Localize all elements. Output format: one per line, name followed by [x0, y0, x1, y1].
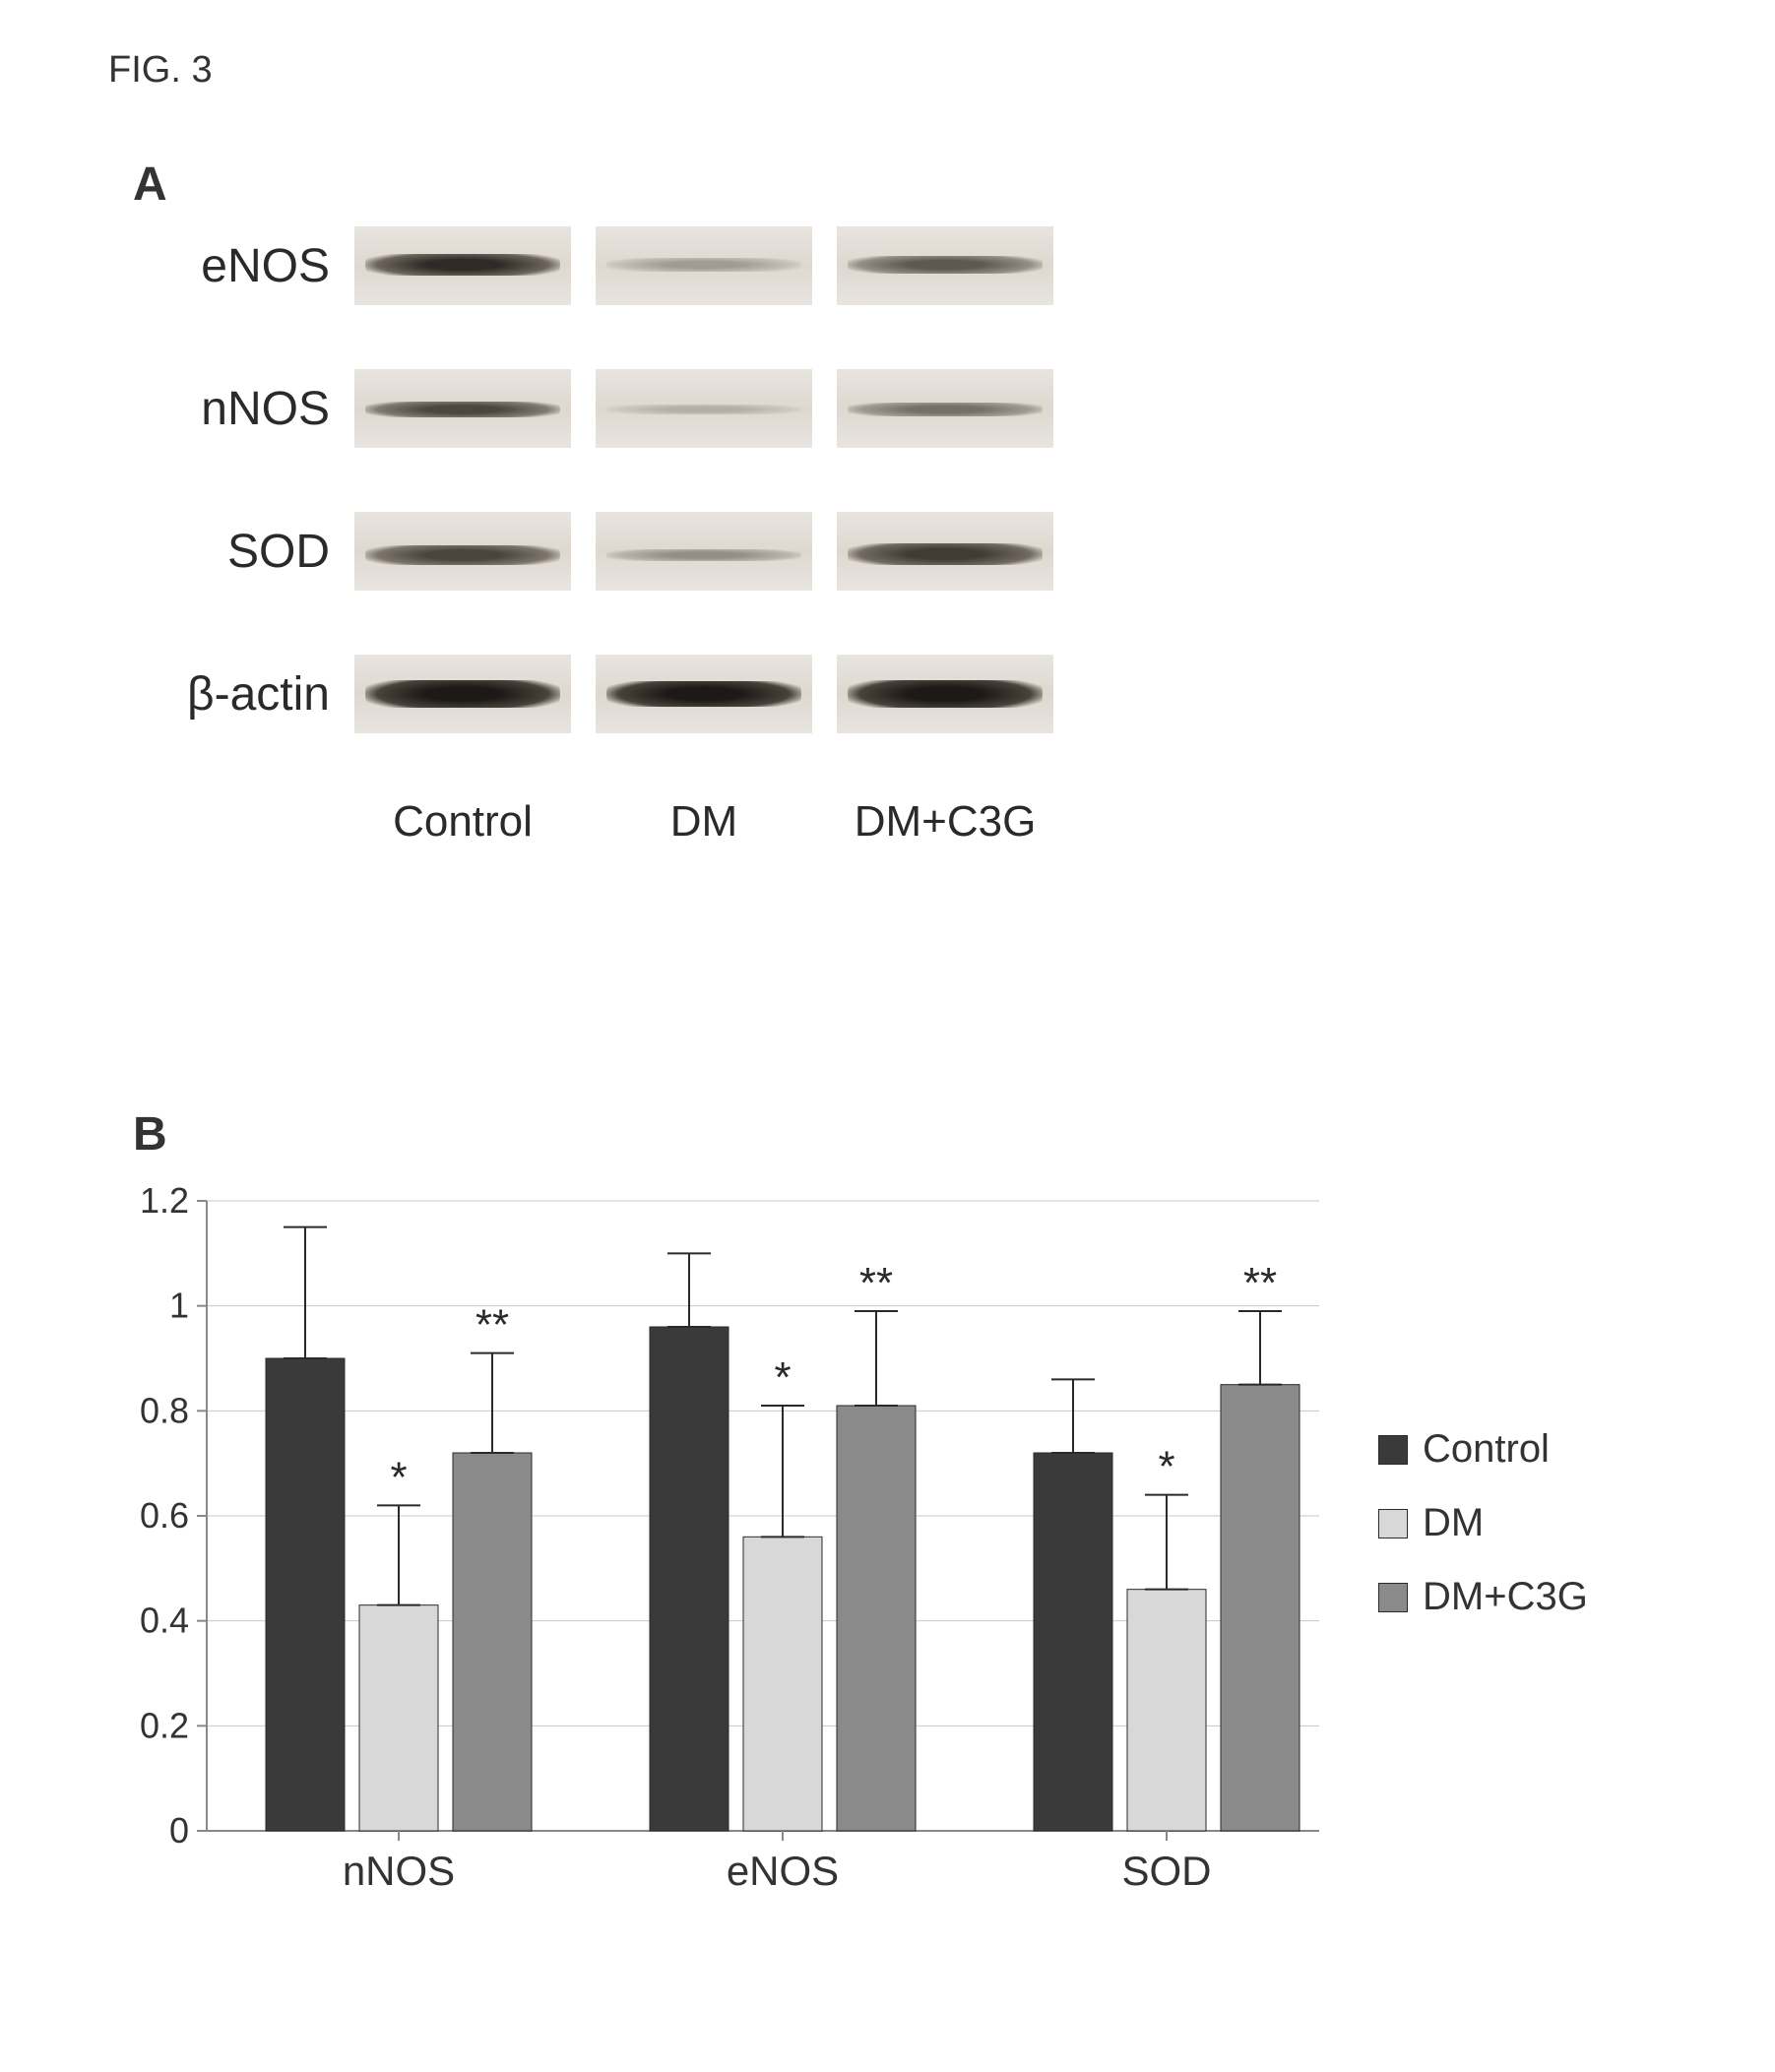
y-tick-label: 0.4 [140, 1601, 189, 1641]
blot-column-header: Control [354, 797, 571, 847]
x-tick-label: eNOS [727, 1848, 839, 1894]
blot-band [365, 402, 560, 417]
bar-chart-svg: 00.20.40.60.811.2nNOSeNOSSOD********* [118, 1181, 1339, 1910]
blot-band [848, 680, 1043, 708]
significance-annotation: ** [475, 1301, 509, 1350]
bar [453, 1453, 532, 1831]
y-tick-label: 1 [169, 1286, 189, 1326]
bar [743, 1537, 822, 1831]
bar [650, 1327, 729, 1831]
legend-swatch [1378, 1583, 1408, 1612]
y-tick-label: 0.8 [140, 1390, 189, 1430]
blot-band [606, 258, 801, 272]
legend-label: Control [1423, 1427, 1550, 1472]
significance-annotation: * [1158, 1443, 1174, 1491]
significance-annotation: ** [1243, 1259, 1277, 1307]
blot-column-headers: Control DM DM+C3G [354, 797, 1078, 847]
blot-row-label: β-actin [172, 667, 354, 722]
blot-band [606, 549, 801, 561]
legend-swatch [1378, 1435, 1408, 1465]
blot-band [606, 405, 801, 414]
y-tick-label: 0.2 [140, 1705, 189, 1745]
bar [266, 1358, 345, 1831]
legend-item: Control [1378, 1427, 1588, 1472]
legend-label: DM+C3G [1423, 1575, 1588, 1619]
bar [359, 1605, 438, 1831]
legend-swatch [1378, 1509, 1408, 1538]
panel-b-label: B [133, 1107, 167, 1162]
bar [837, 1406, 916, 1831]
blot-lane [837, 512, 1053, 591]
figure-label: FIG. 3 [108, 49, 213, 92]
blot-lane [354, 226, 571, 305]
y-tick-label: 0.6 [140, 1495, 189, 1536]
chart-legend: Control DM DM+C3G [1378, 1427, 1588, 1649]
blot-lane [596, 655, 812, 733]
y-tick-label: 0 [169, 1810, 189, 1851]
x-tick-label: SOD [1121, 1848, 1211, 1894]
blot-row: β-actin [172, 655, 1078, 733]
bar [1127, 1590, 1206, 1831]
blot-column-header: DM [596, 797, 812, 847]
blot-band [848, 543, 1043, 565]
significance-annotation: ** [859, 1259, 893, 1307]
blot-band [606, 681, 801, 707]
blot-band [365, 545, 560, 565]
blot-lane [354, 655, 571, 733]
blot-lane [354, 512, 571, 591]
blot-band [365, 680, 560, 708]
bar [1221, 1385, 1300, 1831]
blot-lane [354, 369, 571, 448]
blot-lane [837, 369, 1053, 448]
blot-lane [596, 369, 812, 448]
blot-column-header: DM+C3G [837, 797, 1053, 847]
blot-band [848, 403, 1043, 416]
legend-item: DM [1378, 1501, 1588, 1545]
legend-label: DM [1423, 1501, 1484, 1545]
blot-lane [837, 655, 1053, 733]
bar [1034, 1453, 1112, 1831]
blot-band [365, 254, 560, 276]
blot-row-label: SOD [172, 525, 354, 579]
bar-chart-panel: 00.20.40.60.811.2nNOSeNOSSOD********* [118, 1181, 1349, 1929]
blot-row: nNOS [172, 369, 1078, 448]
panel-a-label: A [133, 157, 167, 212]
legend-item: DM+C3G [1378, 1575, 1588, 1619]
blot-lane [837, 226, 1053, 305]
western-blot-panel: eNOS nNOS SOD β-actin Control DM DM+C3G [172, 226, 1078, 847]
x-tick-label: nNOS [343, 1848, 455, 1894]
significance-annotation: * [390, 1453, 407, 1501]
blot-band [848, 256, 1043, 274]
y-tick-label: 1.2 [140, 1181, 189, 1221]
blot-row-label: nNOS [172, 382, 354, 436]
blot-row-label: eNOS [172, 239, 354, 293]
significance-annotation: * [774, 1353, 791, 1402]
blot-lane [596, 226, 812, 305]
blot-lane [596, 512, 812, 591]
blot-row: SOD [172, 512, 1078, 591]
blot-row: eNOS [172, 226, 1078, 305]
